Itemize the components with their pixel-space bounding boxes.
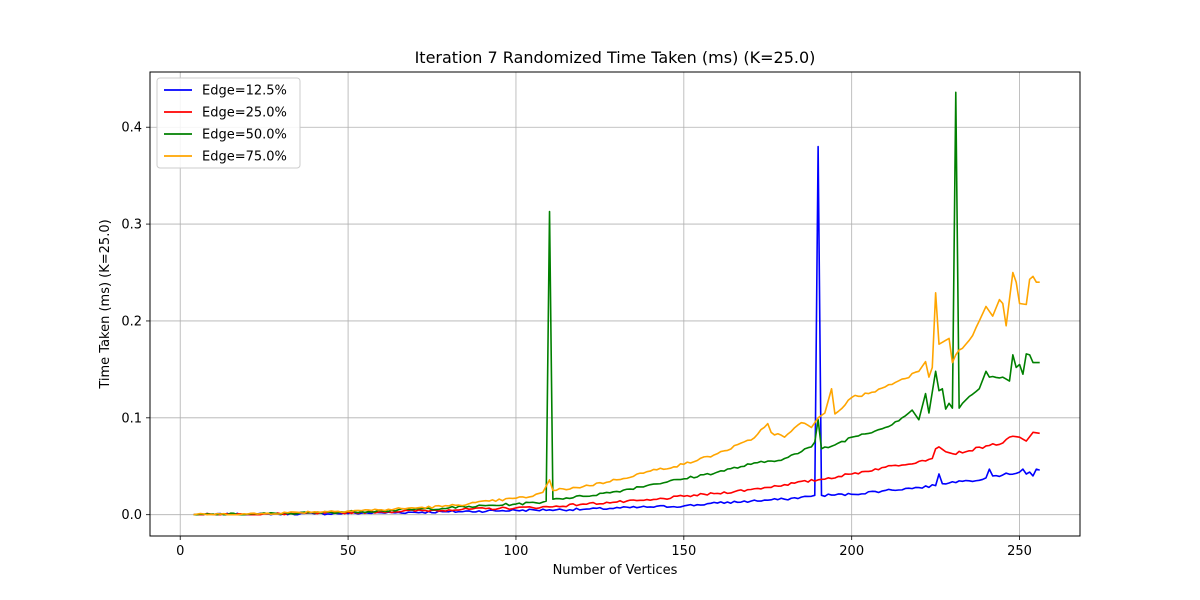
x-tick-label: 150 [671,544,696,559]
legend-entry: Edge=75.0% [202,150,287,165]
x-tick-label: 100 [504,544,529,559]
series-line-4 [193,271,1040,516]
y-tick-label: 0.3 [121,218,142,233]
y-tick-label: 0.0 [121,508,142,523]
legend-box [156,77,301,169]
series-line-2 [193,431,1040,516]
x-tick-label: 0 [176,544,184,559]
x-tick-label: 250 [1007,544,1032,559]
chart-title: Iteration 7 Randomized Time Taken (ms) (… [415,48,816,67]
plot-frame [149,71,1081,537]
legend-entry: Edge=50.0% [202,128,287,143]
axis-ticks: 0 50 100 150 200 250 0.0 0.1 0.2 0.3 0.4 [121,121,1032,559]
x-tick-label: 50 [340,544,357,559]
legend-entry: Edge=12.5% [202,84,287,99]
y-tick-label: 0.4 [121,121,142,136]
y-tick-label: 0.1 [121,411,142,426]
y-tick-label: 0.2 [121,314,142,329]
series-line-1 [193,145,1040,516]
x-axis-label: Number of Vertices [553,563,678,578]
legend: Edge=12.5% Edge=25.0% Edge=50.0% Edge=75.0% [156,77,301,169]
series-line-3 [193,91,1040,516]
series-lines [193,91,1040,516]
legend-entry: Edge=25.0% [202,106,287,121]
y-axis-label: Time Taken (ms) (K=25.0) [98,219,113,389]
x-tick-label: 200 [839,544,864,559]
